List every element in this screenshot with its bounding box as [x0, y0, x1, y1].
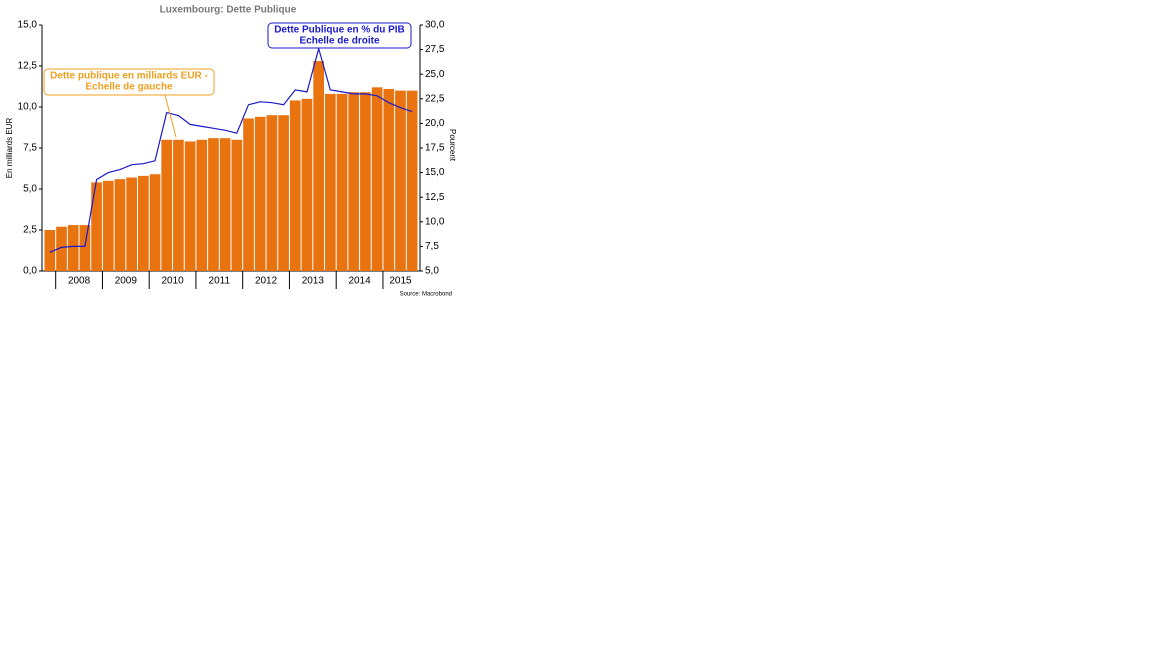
- bar: [44, 230, 56, 271]
- y-tick-label: 10,0: [18, 102, 38, 113]
- bar: [301, 98, 313, 271]
- bar: [254, 116, 266, 271]
- y2-tick-label: 22,5: [425, 93, 445, 104]
- bar: [126, 177, 137, 271]
- annotation-box: [43, 68, 215, 96]
- x-tick-label: 2010: [161, 276, 184, 287]
- y-tick-label: 7,5: [23, 143, 37, 154]
- y2-tick-label: 12,5: [425, 192, 445, 203]
- bar: [348, 92, 360, 272]
- bar: [289, 100, 301, 271]
- y-tick-label: 12,5: [18, 61, 38, 72]
- bar: [102, 180, 114, 271]
- bar: [313, 61, 324, 271]
- bar: [395, 90, 406, 271]
- bar: [161, 139, 173, 271]
- y2-axis-label: Pourcent: [448, 129, 457, 162]
- bar: [278, 115, 289, 271]
- y2-tick-label: 30,0: [425, 20, 445, 31]
- y2-tick-label: 20,0: [425, 118, 445, 129]
- bar: [114, 179, 126, 271]
- x-tick-label: 2014: [348, 276, 371, 287]
- bar: [56, 226, 67, 271]
- bar: [208, 138, 219, 271]
- x-tick-label: 2015: [389, 276, 412, 287]
- bar: [360, 92, 371, 272]
- bar: [79, 225, 91, 271]
- annotation-box: [267, 22, 412, 49]
- source: Source: Macrobond: [400, 292, 452, 298]
- bar: [371, 87, 383, 271]
- bar: [383, 88, 395, 272]
- y2-tick-label: 7,5: [425, 241, 439, 252]
- bar: [336, 93, 348, 271]
- y-tick-label: 5,0: [23, 184, 37, 195]
- bar: [406, 90, 418, 271]
- y2-tick-label: 25,0: [425, 69, 445, 80]
- annotation-text: Echelle de gauche: [85, 82, 173, 93]
- chart-title: Luxembourg: Dette Publique: [160, 5, 297, 16]
- y-axis-label: En milliards EUR: [5, 118, 14, 179]
- bar: [196, 139, 208, 271]
- bar: [67, 225, 79, 271]
- y2-tick-label: 5,0: [425, 266, 439, 277]
- x-tick-label: 2013: [302, 276, 325, 287]
- x-tick-label: 2011: [209, 276, 231, 287]
- y-tick-label: 15,0: [18, 20, 38, 31]
- bar: [173, 139, 184, 271]
- x-tick-label: 2012: [255, 276, 278, 287]
- bar: [219, 138, 231, 271]
- bar: [149, 174, 161, 271]
- bar: [243, 118, 254, 271]
- annotation-leader: [164, 94, 177, 138]
- y-tick-label: 2,5: [23, 225, 37, 236]
- y2-tick-label: 10,0: [425, 216, 445, 227]
- annotation-text: Dette Publique en % du PIB: [274, 25, 405, 36]
- y2-tick-label: 17,5: [425, 143, 445, 154]
- annotation-text: Dette publique en milliards EUR -: [50, 71, 208, 82]
- line-series: [49, 46, 413, 253]
- x-tick-label: 2009: [115, 276, 138, 287]
- y-tick-label: 0,0: [23, 266, 37, 277]
- y2-tick-label: 15,0: [425, 167, 445, 178]
- bar: [184, 141, 196, 271]
- bar: [231, 139, 243, 271]
- bar: [325, 93, 336, 271]
- x-tick-label: 2008: [68, 276, 91, 287]
- bar: [91, 182, 102, 271]
- bar: [266, 115, 278, 271]
- y2-tick-label: 27,5: [425, 44, 445, 55]
- annotation-text: Echelle de droite: [299, 36, 379, 47]
- chart: Luxembourg: Dette Publique En milliards …: [5, 5, 457, 298]
- bar: [138, 175, 149, 271]
